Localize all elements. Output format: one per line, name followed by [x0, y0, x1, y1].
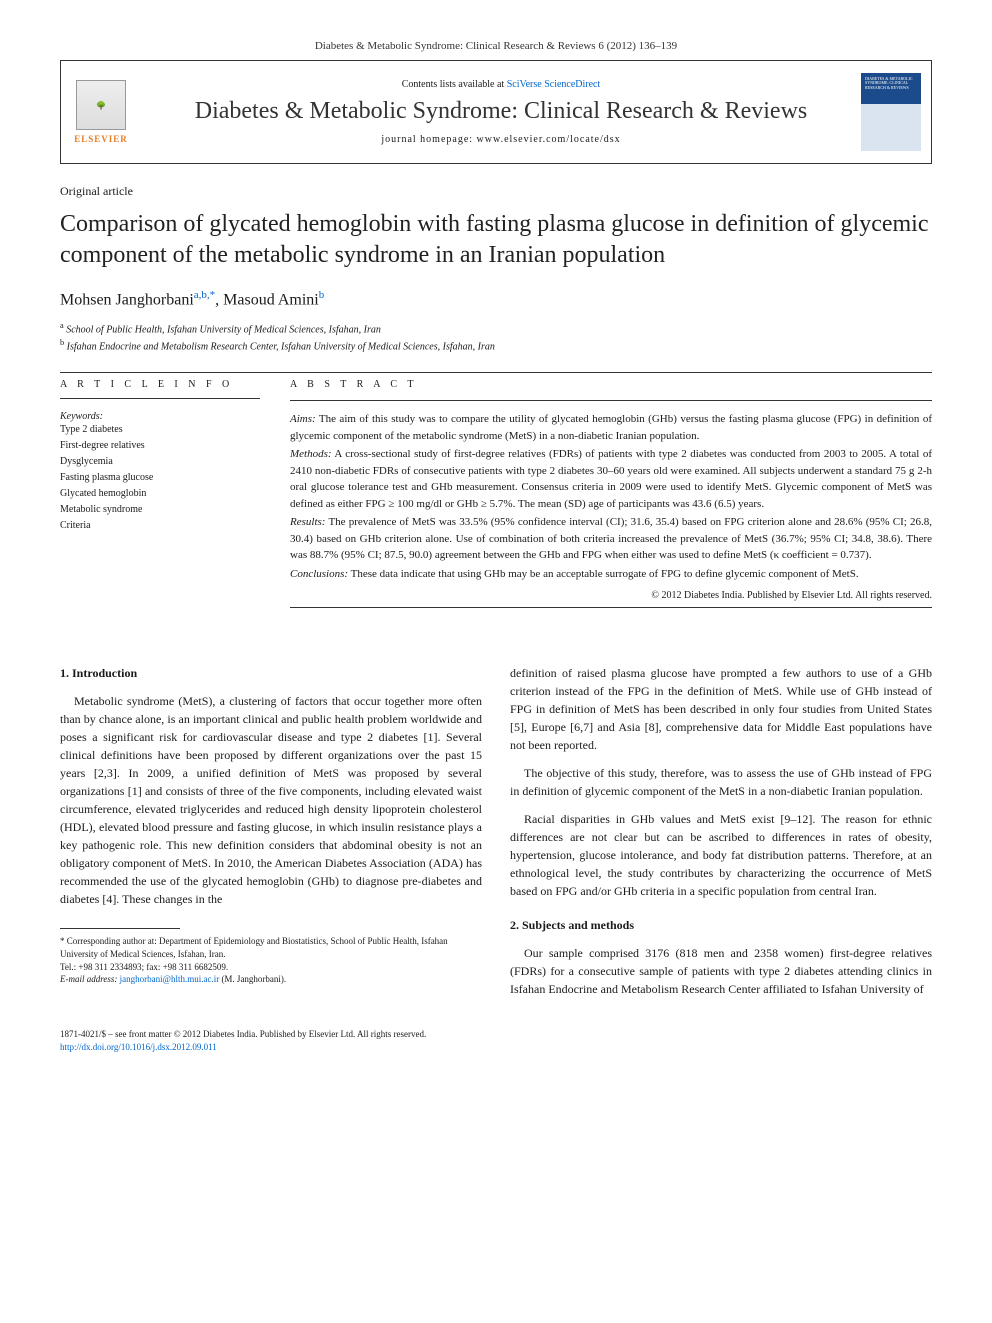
authors-line: Mohsen Janghorbania,b,*, Masoud Aminib: [60, 289, 932, 309]
keywords-list: Type 2 diabetes First-degree relatives D…: [60, 422, 260, 534]
affil-b-sup: b: [60, 338, 64, 347]
author-2: Masoud Amini: [223, 292, 319, 309]
abstract-heading: A B S T R A C T: [290, 379, 932, 390]
methods-label: Methods:: [290, 448, 332, 460]
body-columns: 1. Introduction Metabolic syndrome (MetS…: [60, 664, 932, 1008]
affil-a: School of Public Health, Isfahan Univers…: [66, 324, 381, 335]
journal-masthead: 🌳 ELSEVIER Contents lists available at S…: [60, 60, 932, 164]
results-label: Results:: [290, 516, 325, 528]
corresponding-footnote: * Corresponding author at: Department of…: [60, 935, 482, 985]
keyword: Type 2 diabetes: [60, 422, 260, 438]
keyword: First-degree relatives: [60, 438, 260, 454]
abstract-copyright: © 2012 Diabetes India. Published by Else…: [290, 590, 932, 601]
homepage-line: journal homepage: www.elsevier.com/locat…: [141, 134, 861, 145]
contents-line: Contents lists available at SciVerse Sci…: [141, 79, 861, 90]
footnote-tel: Tel.: +98 311 2334893; fax: +98 311 6682…: [60, 961, 482, 974]
keyword: Glycated hemoglobin: [60, 486, 260, 502]
intro-para-1: Metabolic syndrome (MetS), a clustering …: [60, 692, 482, 908]
col2-para-3: Racial disparities in GHb values and Met…: [510, 810, 932, 900]
homepage-prefix: journal homepage:: [381, 134, 476, 145]
elsevier-logo: 🌳 ELSEVIER: [61, 80, 141, 144]
aims-label: Aims:: [290, 413, 316, 425]
methods-text: A cross-sectional study of first-degree …: [290, 448, 932, 510]
footer-issn: 1871-4021/$ – see front matter © 2012 Di…: [60, 1028, 932, 1041]
results-text: The prevalence of MetS was 33.5% (95% co…: [290, 516, 932, 561]
article-info-heading: A R T I C L E I N F O: [60, 379, 260, 390]
affil-a-sup: a: [60, 321, 64, 330]
footnote-email-label: E-mail address:: [60, 974, 117, 984]
col2-para-1: definition of raised plasma glucose have…: [510, 664, 932, 754]
methods-para-1: Our sample comprised 3176 (818 men and 2…: [510, 944, 932, 998]
author-1: Mohsen Janghorbani: [60, 292, 194, 309]
affiliations: a School of Public Health, Isfahan Unive…: [60, 320, 932, 355]
cover-thumb-text: DIABETES & METABOLIC SYNDROME: CLINICAL …: [865, 77, 917, 90]
column-left: 1. Introduction Metabolic syndrome (MetS…: [60, 664, 482, 1008]
keyword: Criteria: [60, 518, 260, 534]
affil-b: Isfahan Endocrine and Metabolism Researc…: [67, 341, 495, 352]
footnote-email-name: (M. Janghorbani).: [221, 974, 286, 984]
intro-heading: 1. Introduction: [60, 664, 482, 682]
keyword: Dysglycemia: [60, 454, 260, 470]
doi-link[interactable]: http://dx.doi.org/10.1016/j.dsx.2012.09.…: [60, 1042, 217, 1052]
elsevier-tree-icon: 🌳: [76, 80, 126, 130]
abstract-box: A B S T R A C T Aims: The aim of this st…: [290, 379, 932, 614]
homepage-url[interactable]: www.elsevier.com/locate/dsx: [477, 134, 621, 145]
journal-title: Diabetes & Metabolic Syndrome: Clinical …: [141, 96, 861, 127]
keyword: Fasting plasma glucose: [60, 470, 260, 486]
author-2-affil: b: [319, 289, 325, 301]
contents-prefix: Contents lists available at: [402, 79, 507, 90]
sciencedirect-link[interactable]: SciVerse ScienceDirect: [507, 79, 601, 90]
citation-bar: Diabetes & Metabolic Syndrome: Clinical …: [60, 40, 932, 52]
page-footer: 1871-4021/$ – see front matter © 2012 Di…: [60, 1028, 932, 1053]
conclusions-label: Conclusions:: [290, 568, 348, 580]
keyword: Metabolic syndrome: [60, 502, 260, 518]
aims-text: The aim of this study was to compare the…: [290, 413, 932, 442]
article-type: Original article: [60, 184, 932, 199]
article-title: Comparison of glycated hemoglobin with f…: [60, 209, 932, 271]
methods-heading: 2. Subjects and methods: [510, 916, 932, 934]
article-info-abstract-row: A R T I C L E I N F O Keywords: Type 2 d…: [60, 379, 932, 614]
keywords-label: Keywords:: [60, 411, 260, 422]
column-right: definition of raised plasma glucose have…: [510, 664, 932, 1008]
conclusions-text: These data indicate that using GHb may b…: [351, 568, 859, 580]
footnote-corresponding: * Corresponding author at: Department of…: [60, 935, 482, 960]
article-info-box: A R T I C L E I N F O Keywords: Type 2 d…: [60, 379, 260, 614]
footnote-email-link[interactable]: janghorbani@hlth.mui.ac.ir: [120, 974, 220, 984]
elsevier-label: ELSEVIER: [71, 134, 131, 144]
journal-cover-thumb: DIABETES & METABOLIC SYNDROME: CLINICAL …: [861, 73, 921, 151]
author-1-affil: a,b,*: [194, 289, 215, 301]
col2-para-2: The objective of this study, therefore, …: [510, 764, 932, 800]
